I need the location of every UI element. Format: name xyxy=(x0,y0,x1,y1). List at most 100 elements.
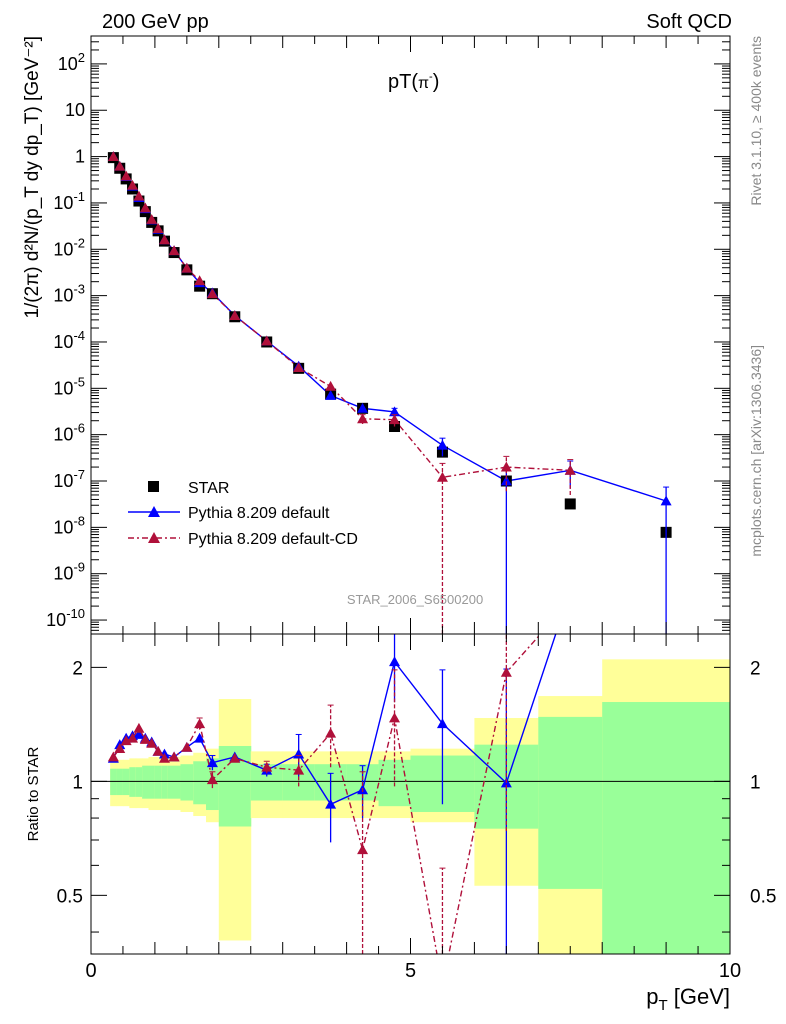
header-left: 200 GeV pp xyxy=(102,11,209,33)
cd-ratio-point xyxy=(146,737,158,748)
uncertainty-band-inner xyxy=(154,765,162,799)
y-tick-label: 10-9 xyxy=(53,560,85,584)
cd-ratio-point xyxy=(114,743,126,754)
cd-point xyxy=(229,310,241,321)
x-tick-label: 0 xyxy=(85,960,96,982)
legend-marker-cd xyxy=(148,532,160,543)
legend-label-default: Pythia 8.209 default xyxy=(188,505,330,522)
cd-point xyxy=(293,362,305,372)
ratio-y-tick-label: 0.5 xyxy=(57,886,83,907)
legend-label-star: STAR xyxy=(188,480,229,497)
default-ratio-point xyxy=(325,798,337,809)
cd-point xyxy=(261,335,273,346)
default-point xyxy=(660,495,672,506)
cd-ratio-point xyxy=(325,727,337,738)
main-frame xyxy=(90,35,731,635)
default-point xyxy=(357,402,369,413)
legend-label-cd: Pythia 8.209 default-CD xyxy=(188,531,358,548)
legend: STAR Pythia 8.209 default Pythia 8.209 d… xyxy=(128,480,358,548)
rivet-label: Rivet 3.1.10, ≥ 400k events xyxy=(748,36,764,206)
default-point xyxy=(436,439,448,450)
uncertainty-band-inner xyxy=(167,765,181,799)
uncertainty-band-inner xyxy=(538,716,603,889)
ratio-ylabel: Ratio to STAR xyxy=(25,746,42,841)
uncertainty-band-inner xyxy=(110,768,118,796)
default-point xyxy=(500,475,512,486)
uncertainty-band-inner xyxy=(129,767,137,797)
default-point xyxy=(325,390,337,400)
y-tick-label: 10-3 xyxy=(53,282,85,306)
cd-point xyxy=(127,179,139,190)
cd-ratio-point xyxy=(107,751,119,762)
cd-ratio-point xyxy=(152,745,164,756)
y-tick-label: 10-7 xyxy=(53,467,85,491)
default-ratio-point xyxy=(194,732,206,743)
cd-point xyxy=(357,413,369,424)
analysis-id: STAR_2006_S6500200 xyxy=(347,592,483,607)
cd-ratio-point xyxy=(389,712,401,723)
cd-point xyxy=(181,262,193,273)
uncertainty-band-inner xyxy=(148,765,156,799)
uncertainty-band-inner xyxy=(161,765,169,799)
x-axis-label: pT [GeV] xyxy=(646,984,730,1014)
cd-ratio-point xyxy=(206,774,218,785)
default-line xyxy=(112,156,667,502)
y-tick-label: 10-8 xyxy=(53,513,85,537)
cd-ratio-point xyxy=(168,751,180,762)
cd-point xyxy=(564,464,576,475)
cd-ratio-point xyxy=(158,752,170,763)
uncertainty-band-inner xyxy=(122,768,130,796)
cd-ratio-point xyxy=(133,722,145,733)
cd-ratio-point xyxy=(127,732,139,743)
cd-point xyxy=(168,245,180,256)
ratio-y-tick-label-right: 2 xyxy=(750,658,761,679)
default-ratio-point xyxy=(436,718,448,729)
cd-point xyxy=(107,151,119,161)
cd-point xyxy=(114,160,126,171)
legend-marker-star xyxy=(148,481,159,492)
cd-line xyxy=(112,156,571,479)
y-tick-label: 10-6 xyxy=(53,421,85,445)
default-ratio-point xyxy=(389,656,401,667)
cd-ratio-point xyxy=(181,741,193,752)
y-tick-label: 102 xyxy=(58,50,85,74)
uncertainty-band-inner xyxy=(142,765,150,799)
cd-ratio-line xyxy=(112,634,542,954)
y-tick-label: 1 xyxy=(75,147,85,167)
main-title: pT(π-) xyxy=(388,71,439,93)
ratio-panel: 0.5 0.5 1 1 2 2 0 5 10 Ratio to STAR pT [GeV] xyxy=(25,633,776,1014)
y-tick-label: 10-2 xyxy=(53,235,85,259)
cd-ratio-point xyxy=(139,733,151,744)
default-point xyxy=(389,406,401,417)
cd-ratio-point xyxy=(229,752,241,763)
uncertainty-band-inner xyxy=(135,767,143,797)
y-tick-label: 10-4 xyxy=(53,328,85,352)
cd-point xyxy=(206,288,218,299)
cd-point xyxy=(146,213,158,224)
main-ylabel: 1/(2π) d²N/(p_T dy dp_T) [GeV⁻²] xyxy=(22,36,43,319)
cd-ratio-point xyxy=(500,666,512,677)
cd-point xyxy=(389,414,401,425)
default-ratio-point xyxy=(133,728,145,739)
ratio-series-group xyxy=(107,634,557,954)
y-tick-label: 10 xyxy=(65,100,85,120)
y-tick-label: 10-5 xyxy=(53,374,85,398)
mcplots-label: mcplots.cern.ch [arXiv:1306.3436] xyxy=(748,345,764,557)
default-ratio-point xyxy=(293,748,305,759)
cd-ratio-point xyxy=(293,764,305,775)
cd-point xyxy=(436,471,448,482)
x-tick-label: 5 xyxy=(405,960,416,982)
ratio-y-tick-label: 1 xyxy=(72,772,83,793)
cd-point xyxy=(500,461,512,472)
y-tick-label: 10-10 xyxy=(46,606,85,630)
y-tick-label: 10-1 xyxy=(53,189,85,213)
uncertainty-band-inner xyxy=(180,764,194,801)
cd-point xyxy=(152,223,164,233)
ratio-y-tick-label: 2 xyxy=(72,658,83,679)
cd-ratio-point xyxy=(261,761,273,772)
legend-marker-default xyxy=(148,506,160,517)
star-point xyxy=(564,498,576,510)
ratio-y-tick-label-right: 0.5 xyxy=(750,886,776,907)
cd-point xyxy=(133,190,145,201)
